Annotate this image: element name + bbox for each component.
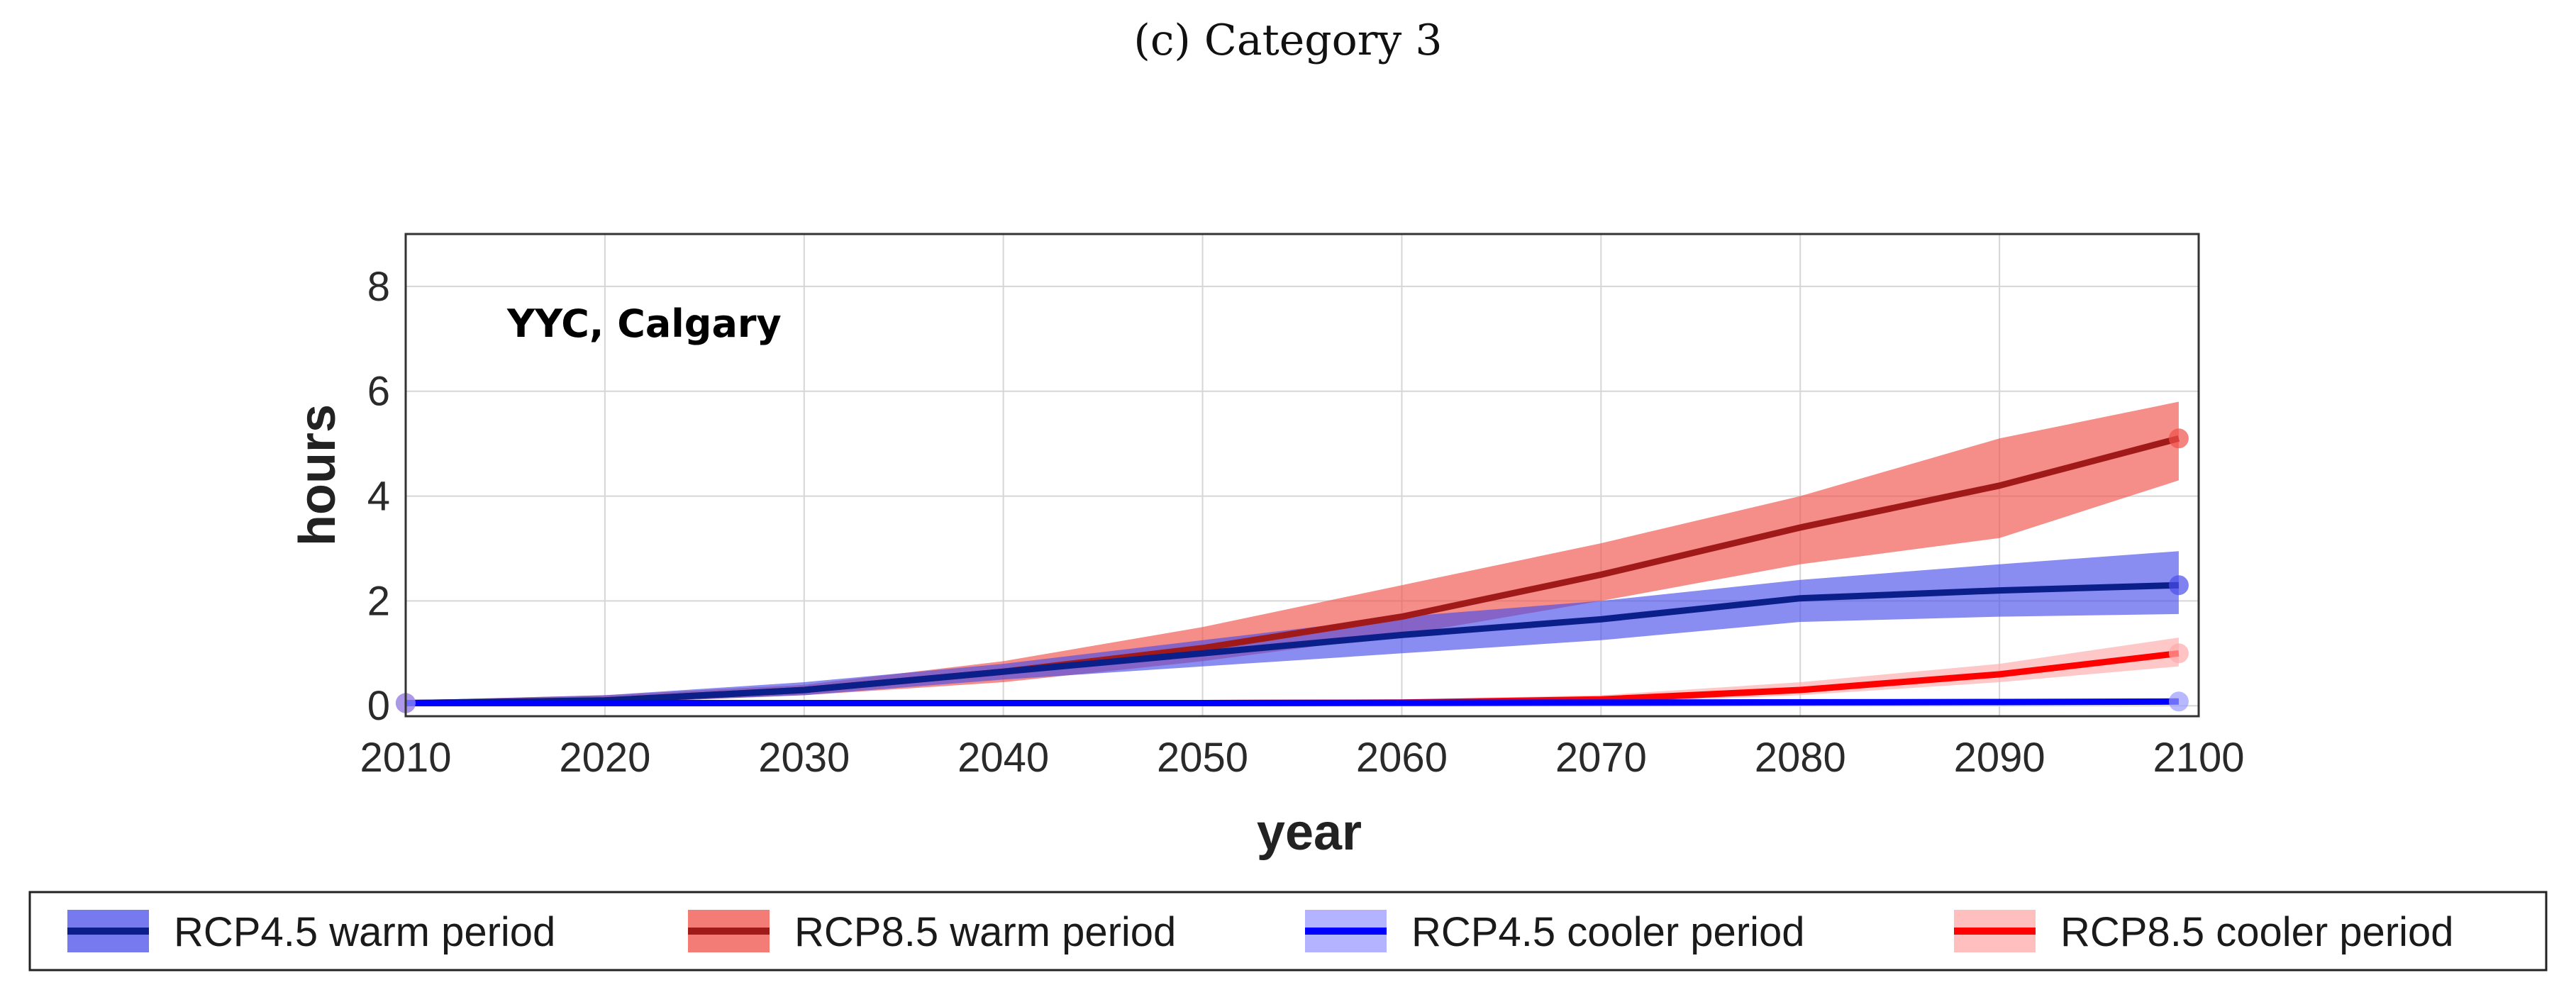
legend: RCP4.5 warm period RCP8.5 warm period RCP4… [28,891,2548,972]
series-end-marker [2168,691,2189,712]
legend-item: RCP8.5 warm period [688,909,1176,955]
tick-layer: 2010 2020 2030 2040 2050 2060 2070 2080 2090 2100… [360,264,2244,781]
y-tick-label: 6 [367,369,390,415]
x-tick-label: 2010 [360,735,451,781]
legend-label: RCP8.5 cooler period [2060,909,2454,955]
band-rcp4-5-warm-period [406,551,2179,706]
legend-label: RCP8.5 warm period [794,909,1176,955]
y-tick-label: 4 [367,474,390,520]
location-annotation: YYC, Calgary [506,301,782,346]
y-axis-label: hours [289,404,346,546]
legend-label: RCP4.5 warm period [174,909,555,955]
x-tick-label: 2060 [1356,735,1448,781]
legend-item: RCP4.5 cooler period [1305,909,1805,955]
legend-box [28,891,2548,972]
x-tick-label: 2080 [1755,735,1846,781]
legend-item: RCP8.5 cooler period [1954,909,2454,955]
x-tick-label: 2020 [559,735,650,781]
series-end-marker [2168,575,2189,596]
x-tick-label: 2090 [1954,735,2045,781]
x-tick-label: 2050 [1157,735,1248,781]
series-end-marker [2168,428,2189,449]
series-line-rcp4-5-warm-period [405,581,2180,706]
line-layer [396,428,2189,713]
figure-caption: (c) Category 3 [1133,16,1443,65]
y-tick-label: 2 [367,578,390,624]
band-layer [406,401,2179,706]
x-tick-label: 2030 [758,735,850,781]
x-axis-label: year [1257,804,1362,861]
plot-frame [404,233,2200,718]
x-tick-label: 2070 [1555,735,1647,781]
series-line-rcp4-5-cooler-period [406,698,2179,706]
x-tick-label: 2100 [2153,735,2244,781]
y-tick-label: 0 [367,683,390,729]
band-rcp8-5-cooler-period [406,638,2179,706]
x-tick-label: 2040 [957,735,1049,781]
legend-item: RCP4.5 warm period [67,909,555,955]
series-end-marker [2168,643,2189,664]
legend-label: RCP4.5 cooler period [1411,909,1805,955]
y-tick-label: 8 [367,264,390,310]
